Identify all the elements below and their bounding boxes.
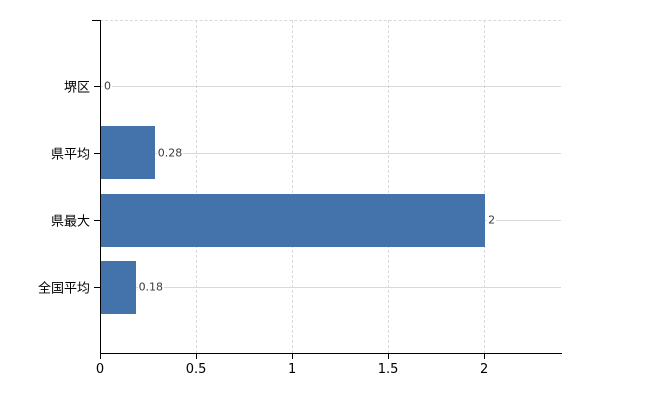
x-tick bbox=[292, 354, 294, 359]
category-label: 県最大 bbox=[50, 214, 90, 230]
value-label: 0.28 bbox=[156, 146, 184, 160]
x-tick-label: 1.5 bbox=[377, 362, 399, 377]
x-tick bbox=[196, 354, 198, 359]
x-tick-label: 0.5 bbox=[185, 362, 207, 377]
category-label: 県平均 bbox=[50, 147, 90, 163]
x-tick-label: 2 bbox=[480, 362, 489, 377]
category-label: 全国平均 bbox=[37, 281, 90, 297]
category-label: 堺区 bbox=[63, 80, 90, 96]
x-axis-line bbox=[100, 353, 562, 354]
y-axis-line bbox=[100, 20, 101, 353]
x-tick-label: 1 bbox=[287, 362, 297, 377]
x-tick bbox=[484, 354, 486, 359]
y-gridline bbox=[100, 152, 561, 154]
x-gridline bbox=[292, 20, 294, 353]
plot-top-border bbox=[100, 20, 561, 21]
x-gridline bbox=[196, 20, 198, 353]
x-gridline bbox=[484, 20, 486, 353]
bar bbox=[101, 193, 486, 247]
y-tick bbox=[94, 220, 100, 222]
bar bbox=[101, 260, 136, 314]
bar bbox=[101, 126, 155, 180]
y-tick bbox=[94, 287, 100, 289]
y-gridline bbox=[100, 85, 561, 87]
y-tick bbox=[94, 152, 100, 154]
x-tick bbox=[388, 354, 390, 359]
y-tick bbox=[94, 85, 100, 87]
x-tick-label: 0 bbox=[95, 362, 105, 377]
x-gridline bbox=[388, 20, 390, 353]
value-label: 2 bbox=[487, 213, 497, 227]
value-label: 0 bbox=[103, 79, 112, 93]
value-label: 0.18 bbox=[137, 280, 165, 294]
y-gridline bbox=[100, 287, 561, 289]
x-tick bbox=[100, 354, 101, 359]
y-axis-end-tick bbox=[92, 20, 100, 21]
